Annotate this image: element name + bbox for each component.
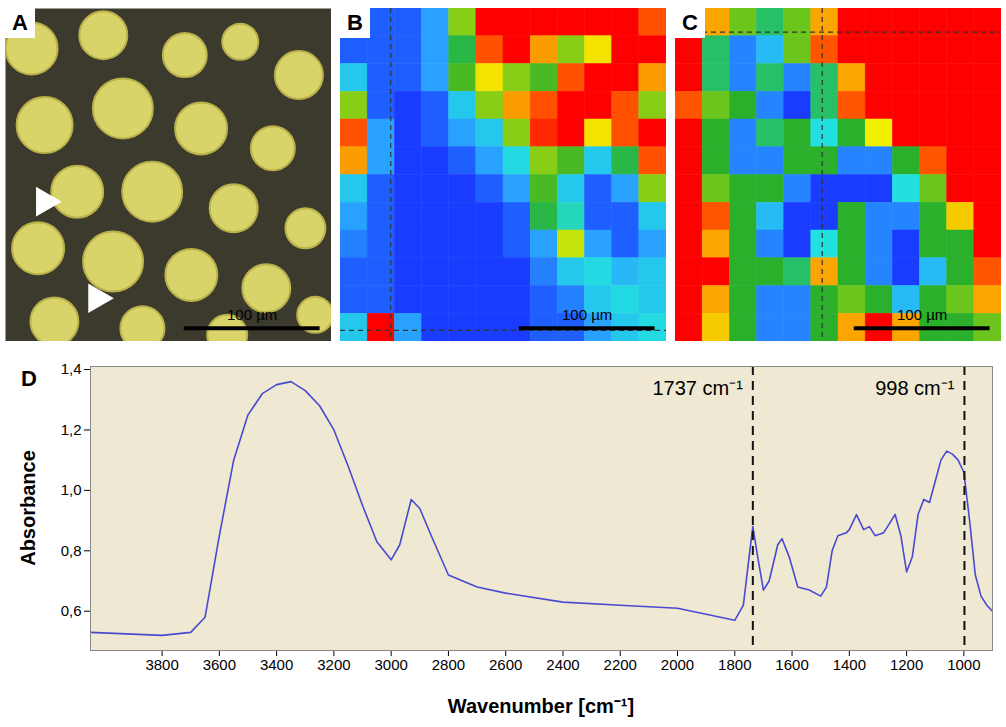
svg-text:100 µm: 100 µm (227, 306, 277, 323)
svg-text:2600: 2600 (489, 656, 522, 673)
svg-text:3200: 3200 (317, 656, 350, 673)
svg-text:1,4: 1,4 (61, 360, 82, 377)
svg-text:3600: 3600 (203, 656, 236, 673)
html-text:D: D (21, 366, 37, 391)
html-text:Wavenumber [cm⁻¹]: Wavenumber [cm⁻¹] (447, 695, 635, 717)
svg-text:1800: 1800 (718, 656, 751, 673)
svg-text:100 µm: 100 µm (562, 306, 612, 323)
svg-text:1737 cm⁻¹: 1737 cm⁻¹ (652, 377, 743, 399)
svg-text:100 µm: 100 µm (897, 306, 947, 323)
svg-text:1,2: 1,2 (61, 421, 82, 438)
svg-text:1400: 1400 (833, 656, 866, 673)
svg-text:2000: 2000 (661, 656, 694, 673)
svg-text:2200: 2200 (604, 656, 637, 673)
svg-text:1600: 1600 (775, 656, 808, 673)
svg-text:3400: 3400 (260, 656, 293, 673)
svg-text:998 cm⁻¹: 998 cm⁻¹ (875, 377, 955, 399)
svg-text:2400: 2400 (546, 656, 579, 673)
html-text:C: C (682, 10, 698, 35)
svg-text:0,8: 0,8 (61, 542, 82, 559)
svg-text:1000: 1000 (947, 656, 980, 673)
html-text:A: A (12, 10, 28, 35)
svg-text:1,0: 1,0 (61, 481, 82, 498)
svg-text:2800: 2800 (432, 656, 465, 673)
html-text:B: B (347, 10, 363, 35)
svg-text:0,6: 0,6 (61, 602, 82, 619)
html-text:Absorbance: Absorbance (16, 450, 39, 566)
svg-text:3000: 3000 (374, 656, 407, 673)
svg-text:1200: 1200 (890, 656, 923, 673)
svg-text:3800: 3800 (145, 656, 178, 673)
